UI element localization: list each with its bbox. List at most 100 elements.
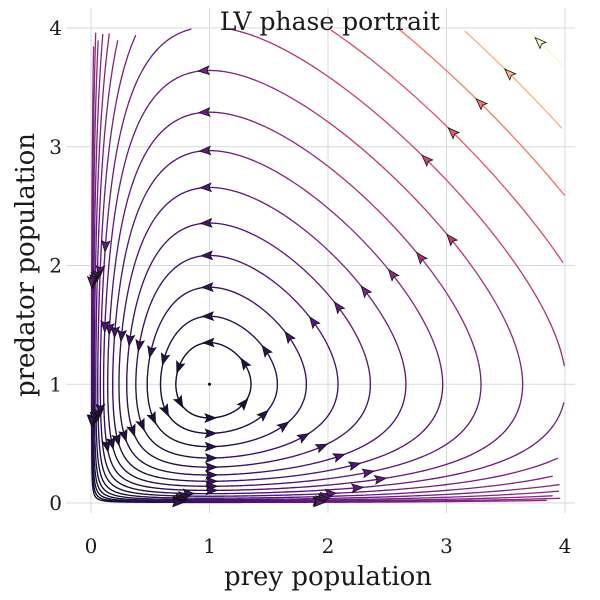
streamline-segment	[118, 127, 123, 138]
streamline-segment	[306, 62, 314, 67]
streamline-segment	[420, 454, 428, 458]
streamline-segment	[552, 329, 557, 337]
streamline-segment	[129, 230, 133, 236]
streamline-segment	[325, 164, 331, 169]
streamline-segment	[133, 217, 137, 223]
streamline-segment	[280, 174, 286, 178]
streamline-segment	[255, 161, 261, 165]
streamline-segment	[490, 461, 501, 466]
streamline-segment	[415, 470, 424, 474]
streamline-segment	[130, 134, 135, 143]
streamline-segment	[420, 429, 425, 434]
streamline-segment	[429, 162, 435, 168]
streamline-segment	[462, 254, 467, 260]
streamline-segment	[342, 466, 348, 469]
streamline-segment	[108, 79, 112, 93]
streamline-segment	[488, 490, 503, 493]
streamline-segment	[263, 125, 270, 129]
streamline-segment	[118, 234, 121, 240]
streamline-segment	[407, 191, 413, 196]
streamline-segment	[500, 488, 516, 492]
streamline-segment	[308, 108, 315, 113]
streamline-segment	[192, 150, 198, 154]
streamline-segment	[311, 153, 316, 158]
streamline-segment	[160, 128, 166, 134]
streamline-segment	[478, 364, 481, 371]
streamline-segment	[403, 236, 408, 242]
streamline-segment	[489, 292, 494, 299]
streamline-segment	[507, 325, 511, 332]
streamline-segment	[388, 221, 393, 226]
streamline-segment	[415, 308, 420, 313]
streamline-segment	[550, 52, 558, 61]
streamline-segment	[372, 60, 380, 67]
streamline-segment	[514, 410, 519, 418]
streamline-segment	[550, 116, 558, 123]
streamline-segment	[299, 146, 305, 150]
streamline-segment	[417, 201, 423, 207]
streamline-segment	[393, 128, 400, 134]
streamline-segment	[425, 263, 430, 269]
streamline-segment	[562, 358, 565, 367]
streamline-segment	[481, 46, 489, 53]
streamline-segment	[101, 90, 104, 105]
streamline-segment	[517, 141, 524, 149]
streamline-segment	[106, 33, 110, 50]
streamline-segment	[326, 75, 334, 81]
streamline-segment	[525, 465, 538, 471]
streamline-segment	[508, 420, 514, 428]
streamline-segment	[554, 250, 560, 258]
streamline-segment	[114, 206, 117, 214]
streamline-segment	[383, 167, 389, 173]
streamline-segment	[444, 493, 456, 496]
streamline-segment	[97, 94, 100, 109]
streamline-segment	[172, 119, 178, 124]
streamline-segment	[446, 439, 453, 445]
streamline-segment	[499, 241, 504, 248]
streamline-segment	[529, 285, 534, 292]
streamline-segment	[299, 102, 306, 107]
streamline-segment	[286, 94, 293, 99]
streamline-segment	[492, 232, 497, 239]
streamline-segment	[184, 28, 192, 32]
streamline-segment	[463, 480, 475, 483]
streamline-segment	[516, 351, 520, 358]
streamline-segment	[346, 135, 352, 140]
streamline-segment	[99, 50, 103, 68]
streamline-segment	[304, 105, 311, 110]
streamline-segment	[341, 85, 348, 91]
streamline-segment	[138, 68, 144, 78]
streamline-segment	[317, 114, 323, 119]
streamline-segment	[190, 112, 196, 116]
streamline-segment	[538, 229, 545, 236]
streamline-segment	[514, 487, 530, 491]
streamline-segment	[345, 180, 351, 185]
streamline-segment	[409, 458, 417, 463]
streamline-segment	[108, 202, 110, 210]
streamline-segment	[473, 153, 479, 160]
streamline-segment	[130, 34, 137, 47]
streamline-segment	[124, 155, 128, 164]
streamline-segment	[301, 59, 309, 64]
streamline-segment	[140, 199, 144, 206]
streamline-segment	[509, 330, 513, 337]
streamline-segment	[492, 56, 500, 64]
streamline-segment	[477, 157, 484, 164]
streamline-segment	[136, 208, 140, 215]
streamline-segment	[416, 97, 423, 104]
streamline-segment	[457, 312, 462, 318]
streamline-segment	[146, 145, 151, 152]
streamline-segment	[460, 83, 467, 90]
streamline-segment	[114, 97, 118, 110]
streamline-segment	[131, 84, 136, 95]
streamline-segment	[120, 169, 124, 178]
streamline-segment	[508, 131, 515, 139]
streamline-segment	[374, 456, 381, 460]
streamline-segment	[463, 424, 469, 430]
streamline-segment	[321, 161, 327, 166]
streamline-segment	[273, 170, 279, 174]
streamline-segment	[440, 284, 445, 290]
streamline-segment	[121, 214, 125, 222]
streamline-segment	[497, 493, 513, 496]
streamline-segment	[354, 481, 361, 484]
